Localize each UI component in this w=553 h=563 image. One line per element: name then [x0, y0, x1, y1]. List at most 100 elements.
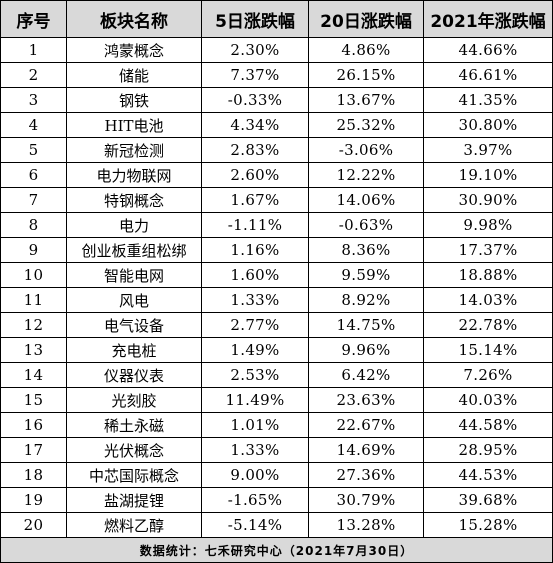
- change-5day: 2.60%: [201, 162, 309, 188]
- table-row: 20 燃料乙醇 -5.14% 13.28% 15.28%: [0, 512, 553, 538]
- sector-name: 鸿蒙概念: [66, 37, 202, 63]
- sector-name: 智能电网: [66, 262, 202, 288]
- sector-name: 钢铁: [66, 87, 202, 113]
- sector-name: 储能: [66, 62, 202, 88]
- change-5day: 1.67%: [201, 187, 309, 213]
- row-index: 17: [0, 437, 67, 463]
- change-20day: 30.79%: [308, 487, 424, 513]
- change-2021: 41.35%: [423, 87, 553, 113]
- change-5day: 4.34%: [201, 112, 309, 138]
- footer-row: 数据统计：七禾研究中心（2021年7月30日）: [0, 537, 553, 563]
- change-20day: 8.36%: [308, 237, 424, 263]
- sector-name: 电力物联网: [66, 162, 202, 188]
- row-index: 9: [0, 237, 67, 263]
- change-2021: 44.53%: [423, 462, 553, 488]
- row-index: 12: [0, 312, 67, 338]
- sector-name: 盐湖提锂: [66, 487, 202, 513]
- sector-name: HIT电池: [66, 112, 202, 138]
- change-2021: 40.03%: [423, 387, 553, 413]
- header-sector-name: 板块名称: [66, 0, 202, 38]
- row-index: 18: [0, 462, 67, 488]
- sector-name: 创业板重组松绑: [66, 237, 202, 263]
- change-2021: 15.14%: [423, 337, 553, 363]
- change-20day: 9.96%: [308, 337, 424, 363]
- change-20day: 4.86%: [308, 37, 424, 63]
- table-row: 3 钢铁 -0.33% 13.67% 41.35%: [0, 87, 553, 113]
- sector-name: 光伏概念: [66, 437, 202, 463]
- change-20day: 14.69%: [308, 437, 424, 463]
- change-20day: 26.15%: [308, 62, 424, 88]
- change-2021: 44.58%: [423, 412, 553, 438]
- row-index: 6: [0, 162, 67, 188]
- change-2021: 7.26%: [423, 362, 553, 388]
- table-row: 16 稀土永磁 1.01% 22.67% 44.58%: [0, 412, 553, 438]
- change-5day: 1.33%: [201, 287, 309, 313]
- table-row: 15 光刻胶 11.49% 23.63% 40.03%: [0, 387, 553, 413]
- row-index: 10: [0, 262, 67, 288]
- table-row: 12 电气设备 2.77% 14.75% 22.78%: [0, 312, 553, 338]
- row-index: 8: [0, 212, 67, 238]
- table-row: 19 盐湖提锂 -1.65% 30.79% 39.68%: [0, 487, 553, 513]
- change-2021: 22.78%: [423, 312, 553, 338]
- change-2021: 44.66%: [423, 37, 553, 63]
- change-5day: 1.33%: [201, 437, 309, 463]
- sector-name: 燃料乙醇: [66, 512, 202, 538]
- change-5day: -1.65%: [201, 487, 309, 513]
- change-20day: 13.67%: [308, 87, 424, 113]
- change-20day: 14.75%: [308, 312, 424, 338]
- header-2021-change: 2021年涨跌幅: [423, 0, 553, 38]
- row-index: 14: [0, 362, 67, 388]
- header-index: 序号: [0, 0, 67, 38]
- change-20day: 8.92%: [308, 287, 424, 313]
- table-row: 13 充电桩 1.49% 9.96% 15.14%: [0, 337, 553, 363]
- row-index: 1: [0, 37, 67, 63]
- change-20day: 12.22%: [308, 162, 424, 188]
- change-5day: -1.11%: [201, 212, 309, 238]
- row-index: 4: [0, 112, 67, 138]
- sector-name: 光刻胶: [66, 387, 202, 413]
- change-5day: 2.83%: [201, 137, 309, 163]
- sector-name: 新冠检测: [66, 137, 202, 163]
- change-20day: 14.06%: [308, 187, 424, 213]
- change-5day: 7.37%: [201, 62, 309, 88]
- change-2021: 17.37%: [423, 237, 553, 263]
- source-note: 数据统计：七禾研究中心（2021年7月30日）: [0, 537, 553, 563]
- change-2021: 14.03%: [423, 287, 553, 313]
- change-20day: 23.63%: [308, 387, 424, 413]
- change-2021: 30.90%: [423, 187, 553, 213]
- sector-name: 稀土永磁: [66, 412, 202, 438]
- table-row: 8 电力 -1.11% -0.63% 9.98%: [0, 212, 553, 238]
- header-row: 序号 板块名称 5日涨跌幅 20日涨跌幅 2021年涨跌幅: [0, 0, 553, 38]
- table-row: 2 储能 7.37% 26.15% 46.61%: [0, 62, 553, 88]
- sector-name: 特钢概念: [66, 187, 202, 213]
- change-2021: 39.68%: [423, 487, 553, 513]
- table-row: 18 中芯国际概念 9.00% 27.36% 44.53%: [0, 462, 553, 488]
- change-20day: -3.06%: [308, 137, 424, 163]
- row-index: 15: [0, 387, 67, 413]
- change-20day: 25.32%: [308, 112, 424, 138]
- change-5day: -5.14%: [201, 512, 309, 538]
- table-row: 17 光伏概念 1.33% 14.69% 28.95%: [0, 437, 553, 463]
- change-5day: 2.53%: [201, 362, 309, 388]
- row-index: 11: [0, 287, 67, 313]
- table-row: 14 仪器仪表 2.53% 6.42% 7.26%: [0, 362, 553, 388]
- table-row: 7 特钢概念 1.67% 14.06% 30.90%: [0, 187, 553, 213]
- change-5day: 2.77%: [201, 312, 309, 338]
- row-index: 2: [0, 62, 67, 88]
- table-row: 5 新冠检测 2.83% -3.06% 3.97%: [0, 137, 553, 163]
- row-index: 5: [0, 137, 67, 163]
- change-20day: 9.59%: [308, 262, 424, 288]
- change-2021: 9.98%: [423, 212, 553, 238]
- table-body: 1 鸿蒙概念 2.30% 4.86% 44.66% 2 储能 7.37% 26.15% 46.61…: [0, 37, 553, 538]
- row-index: 3: [0, 87, 67, 113]
- row-index: 7: [0, 187, 67, 213]
- change-2021: 28.95%: [423, 437, 553, 463]
- change-20day: 6.42%: [308, 362, 424, 388]
- change-2021: 15.28%: [423, 512, 553, 538]
- change-2021: 19.10%: [423, 162, 553, 188]
- sector-name: 中芯国际概念: [66, 462, 202, 488]
- change-2021: 18.88%: [423, 262, 553, 288]
- row-index: 13: [0, 337, 67, 363]
